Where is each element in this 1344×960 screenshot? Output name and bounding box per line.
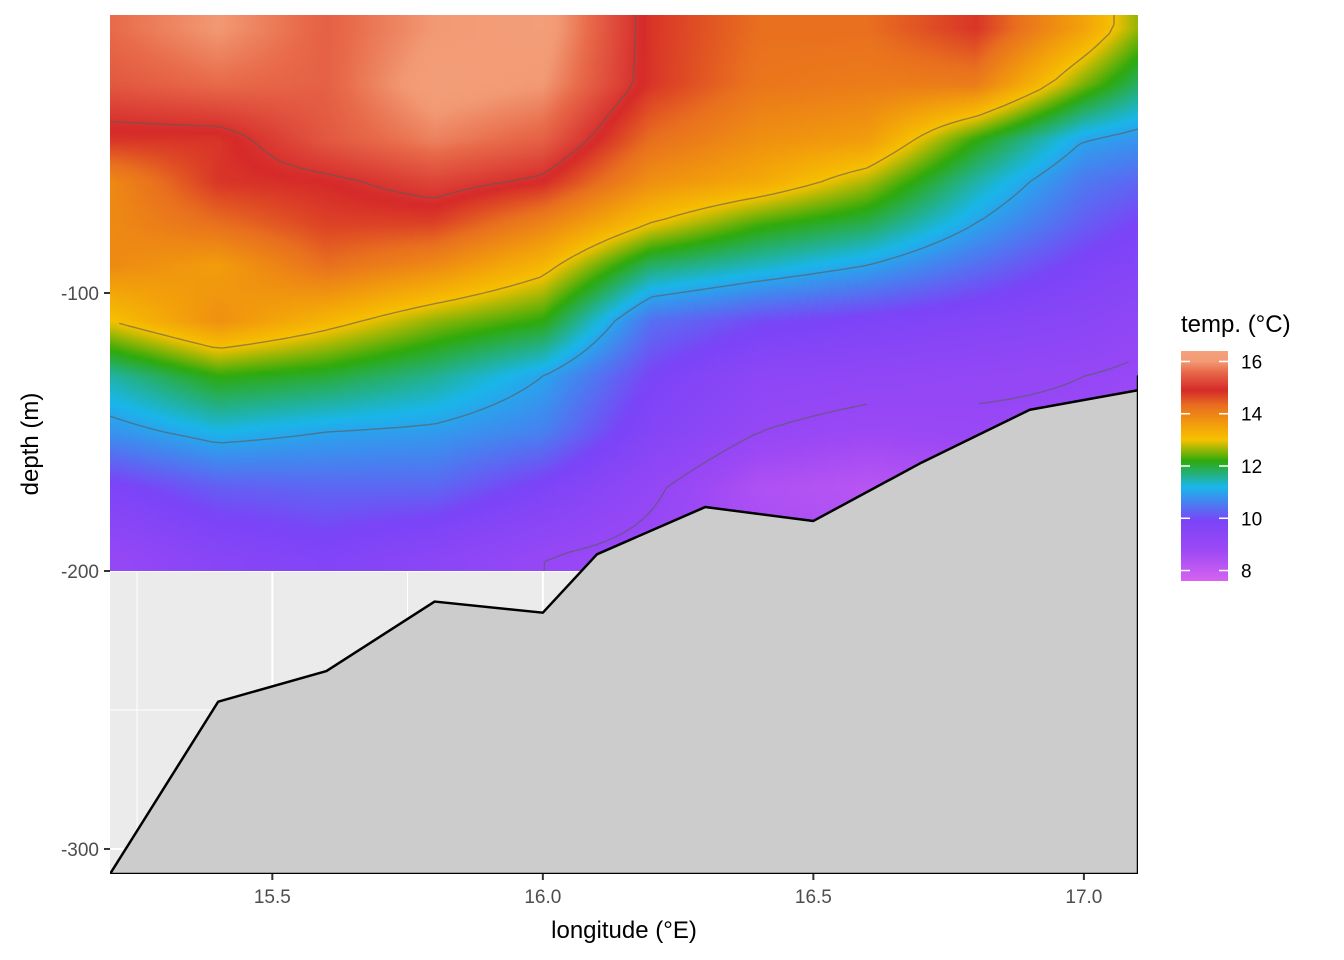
x-axis: 15.5 16.0 16.5 17.0 [254,874,1102,908]
x-tick-label: 16.0 [524,887,561,908]
legend-tick-label: 14 [1241,405,1263,426]
x-tick-label: 15.5 [254,887,291,908]
seabed-profile [110,375,1138,874]
temperature-contours [110,15,1138,571]
contour-line [110,15,637,199]
y-axis: -100 -200 -300 [61,284,110,861]
x-axis-title: longitude (°E) [551,917,697,944]
legend-tick-label: 16 [1241,352,1262,373]
contour-line [110,128,1138,444]
x-tick-label: 16.5 [795,887,832,908]
color-legend: temp. (°C) 16 14 12 10 8 [1181,311,1291,583]
contour-line [543,361,1129,571]
x-tick-label: 17.0 [1065,887,1102,908]
legend-tick-label: 8 [1241,562,1252,583]
y-axis-title: depth (m) [17,393,44,496]
legend-ticks: 16 14 12 10 8 [1181,352,1263,583]
y-tick-label: -300 [61,840,99,861]
legend-tick-label: 12 [1241,457,1262,478]
legend-tick-label: 10 [1241,509,1262,530]
contour-line [119,15,1115,349]
y-tick-label: -100 [61,284,99,305]
y-tick-label: -200 [61,562,99,583]
legend-title: temp. (°C) [1181,311,1291,338]
